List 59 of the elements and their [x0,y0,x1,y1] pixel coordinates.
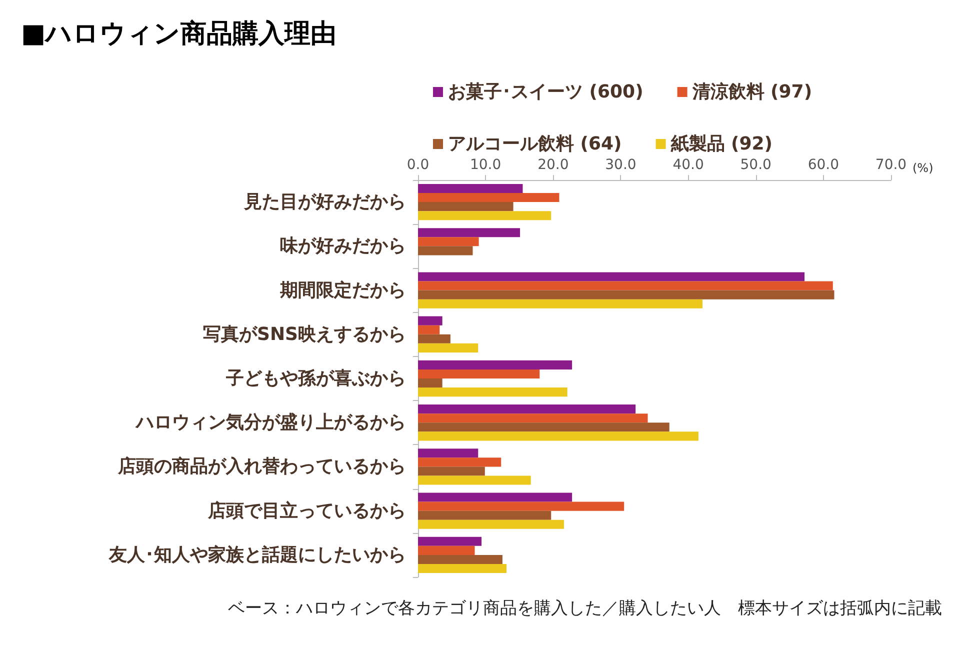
bar [418,184,523,194]
bar [418,281,833,290]
bar [418,554,502,564]
x-tick-label: 70.0 [875,157,907,173]
x-axis-title: (%) [912,161,934,175]
bar [418,476,531,485]
bar [418,536,482,546]
bar [418,564,507,574]
bar [418,334,450,344]
bar [418,360,572,370]
bar [418,202,514,212]
bar [418,369,540,378]
x-tick-label: 30.0 [605,157,636,173]
text: ■ハロウィン商品購入理由 [21,19,337,49]
legend-label: お菓子･スイーツ (600) [448,82,644,102]
y-tick-label: 写真がSNS映えするから [203,324,406,345]
bar [418,290,834,300]
y-tick-label: 期間限定だから [279,280,406,301]
y-tick-label: 店頭の商品が入れ替わっているから [117,456,406,478]
bar [418,502,624,511]
bar [418,378,442,388]
legend-label: アルコール飲料 (64) [448,134,622,154]
bar [418,325,440,334]
bar [418,237,479,246]
text: ベース：ハロウィンで各カテゴリ商品を購入した／購入したい人 標本サイズは括弧内に記載 [228,598,942,618]
bar [418,432,698,441]
x-tick-label: 50.0 [740,157,772,173]
bar [418,246,473,256]
x-tick-label: 60.0 [808,157,840,173]
bar [418,422,670,432]
bar [418,458,502,467]
legend-label: 清涼飲料 (97) [691,82,812,102]
x-tick-label: 20.0 [538,157,569,173]
bar [418,211,552,220]
bar [418,546,475,555]
y-tick-label: 子どもや孫が喜ぶから [225,368,406,389]
bar [418,193,560,202]
bar [418,272,805,282]
bar [418,228,520,238]
bar [418,448,478,458]
x-tick-label: 40.0 [672,157,704,173]
bar [418,492,572,502]
legend-label: 紙製品 (92) [670,134,773,154]
bar [418,316,442,326]
x-tick-label: 10.0 [470,157,502,173]
y-tick-label: 店頭で目立っているから [207,500,406,522]
y-tick-label: 見た目が好みだから [243,192,406,213]
bar [418,414,648,423]
x-tick-label: 0.0 [406,157,430,173]
bar [418,520,564,529]
bar [418,510,552,520]
bar [418,404,636,414]
bar [418,343,478,352]
bar [418,466,485,476]
y-tick-label: 友人･知人や家族と話題にしたいから [108,544,406,566]
bar [418,388,568,397]
y-tick-label: 味が好みだから [280,236,406,257]
bar [418,299,702,308]
y-tick-label: ハロウィン気分が盛り上がるから [134,412,406,434]
